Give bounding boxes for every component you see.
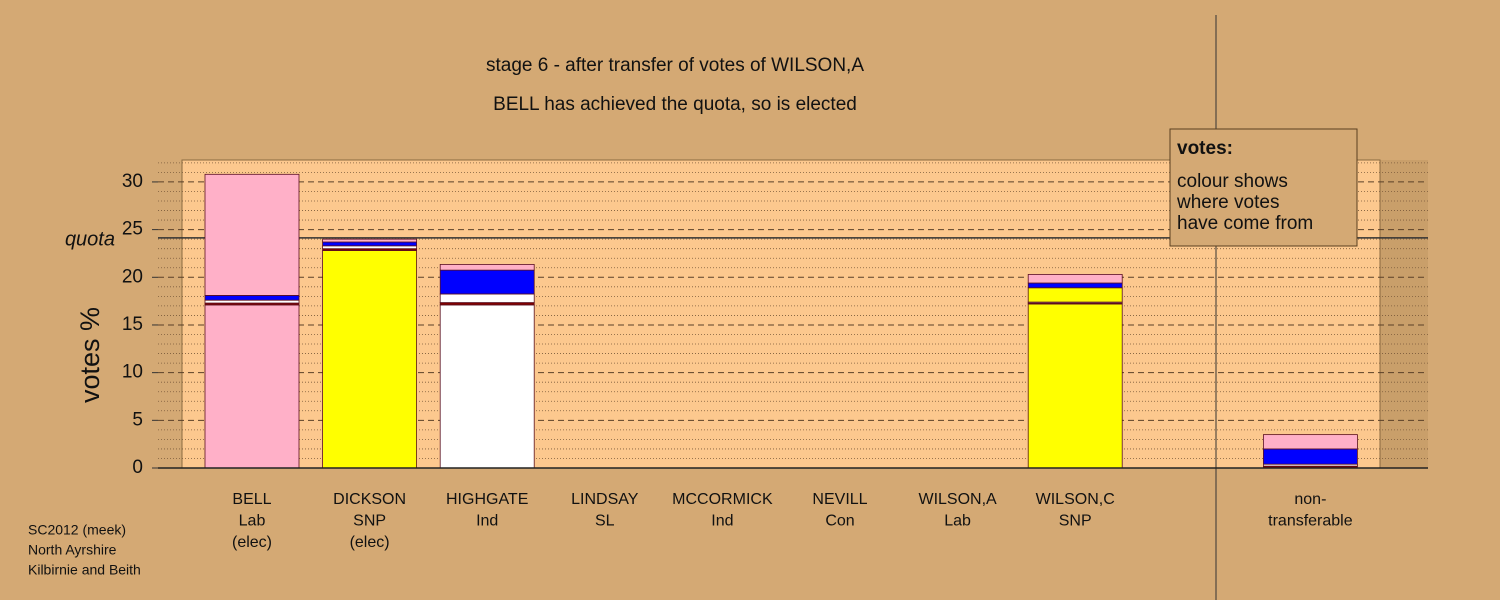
bar-segment (322, 238, 418, 243)
plot-margin (1380, 160, 1428, 468)
x-tick-label: WILSON,C (1036, 491, 1115, 508)
bar-segment (439, 269, 535, 295)
x-tick-label: transferable (1268, 513, 1353, 530)
x-tick-label: SNP (353, 513, 386, 530)
y-tick-label: 25 (122, 219, 143, 240)
bar-segment (322, 245, 418, 250)
bar-segment (1263, 434, 1358, 450)
x-tick-label: (elec) (232, 534, 272, 551)
bar-segment (204, 173, 300, 296)
x-tick-label: DICKSON (333, 491, 406, 508)
bar-segment (439, 264, 535, 271)
bar-segment (1027, 287, 1123, 303)
x-tick-label: SL (595, 513, 615, 530)
bar-segment (1027, 303, 1123, 469)
bar-segment (322, 250, 418, 469)
bar-segment (1263, 448, 1358, 465)
note-heading: votes: (1177, 138, 1233, 159)
y-tick-label: 15 (122, 314, 143, 335)
y-tick-label: 20 (122, 266, 143, 287)
footer-line: SC2012 (meek) (28, 522, 126, 538)
x-tick-label: BELL (232, 491, 271, 508)
note-box (1169, 128, 1358, 247)
x-tick-label: Lab (944, 513, 971, 530)
note-line: have come from (1177, 213, 1313, 234)
bar-segment (204, 304, 300, 469)
x-tick-label: NEVILL (812, 491, 867, 508)
x-tick-label: Con (825, 513, 854, 530)
note-line: colour shows (1177, 171, 1288, 192)
footer-line: North Ayrshire (28, 542, 117, 558)
x-tick-label: Lab (239, 513, 266, 530)
x-tick-label: SNP (1059, 513, 1092, 530)
chart-title: stage 6 - after transfer of votes of WIL… (486, 55, 864, 76)
bar-segment (1027, 274, 1123, 284)
quota-label: quota (65, 228, 115, 250)
bar-segment (439, 304, 535, 469)
x-tick-label: Ind (476, 513, 498, 530)
x-tick-label: Ind (711, 513, 733, 530)
y-tick-label: 30 (122, 171, 143, 192)
note-line: where votes (1176, 192, 1279, 213)
bar-segment (204, 299, 300, 304)
x-tick-label: WILSON,A (918, 491, 997, 508)
bar-segment (204, 295, 300, 301)
y-tick-label: 0 (132, 457, 143, 478)
x-tick-label: HIGHGATE (446, 491, 528, 508)
x-tick-label: non- (1294, 491, 1326, 508)
y-tick-label: 10 (122, 362, 143, 383)
chart-subtitle: BELL has achieved the quota, so is elect… (493, 94, 857, 115)
y-axis-label: votes % (75, 307, 105, 403)
y-tick-label: 5 (132, 409, 143, 430)
x-tick-label: MCCORMICK (672, 491, 773, 508)
plot: 0 5 10 15 20 25 30 BELL Lab (elec) DICKSON SNP (elec… (122, 162, 1428, 551)
bar-segment (1027, 282, 1123, 289)
footer-line: Kilbirnie and Beith (28, 562, 141, 578)
bar-segment (322, 241, 418, 247)
bar-segment (439, 293, 535, 303)
x-tick-label: (elec) (350, 534, 390, 551)
x-tick-label: LINDSAY (571, 491, 639, 508)
